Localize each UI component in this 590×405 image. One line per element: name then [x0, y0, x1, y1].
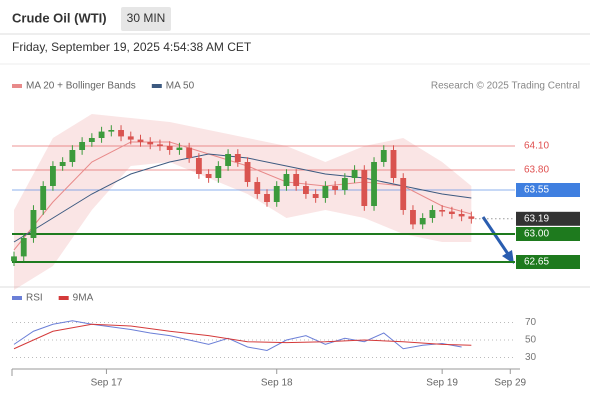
level-box — [516, 211, 580, 226]
legend-swatch — [58, 296, 69, 300]
timeframe: 30 MIN — [127, 11, 166, 25]
candle-body — [176, 147, 183, 150]
candle-body — [40, 186, 47, 210]
level-label: 63.55 — [524, 185, 549, 196]
candle-body — [390, 150, 397, 178]
candle-body — [147, 142, 154, 145]
line — [13, 323, 472, 350]
candle-body — [468, 216, 475, 219]
candle-body — [215, 166, 222, 178]
arrow — [481, 216, 510, 255]
timeframe-box — [121, 7, 171, 31]
candle-body — [79, 142, 86, 150]
title: Crude Oil (WTI) — [12, 10, 107, 25]
legend-label: MA 20 + Bollinger Bands — [26, 81, 136, 92]
candle-body — [20, 238, 27, 257]
candle-body — [341, 178, 348, 190]
candle-body — [244, 162, 251, 182]
candle-body — [273, 186, 280, 202]
candle-body — [264, 194, 270, 202]
level-label: 62.65 — [524, 257, 549, 268]
level-label: 63.19 — [524, 213, 549, 224]
candle-body — [98, 131, 105, 138]
legend-swatch — [12, 84, 22, 88]
candle-body — [429, 210, 436, 218]
candle-body — [205, 174, 212, 178]
candle-body — [332, 186, 339, 190]
arrow-head — [502, 250, 514, 264]
y-tick-label: 50 — [525, 335, 537, 346]
candle-body — [400, 178, 407, 210]
candle-body — [371, 162, 377, 206]
legend-label: RSI — [26, 293, 43, 304]
line — [13, 320, 462, 352]
candle-body — [312, 194, 319, 198]
level-box — [516, 227, 580, 241]
candle-body — [410, 210, 416, 225]
level-box — [516, 255, 580, 269]
candle-body — [293, 174, 300, 186]
level-label: 63.80 — [524, 165, 549, 176]
candle-body — [439, 210, 446, 212]
candle-body — [322, 186, 329, 198]
x-tick-label: Sep 18 — [261, 378, 293, 389]
candle-body — [380, 150, 387, 162]
candle-body — [11, 256, 17, 262]
legend-label: MA 50 — [166, 81, 195, 92]
candle-body — [108, 130, 115, 132]
legend-swatch — [151, 84, 162, 88]
candle-body — [50, 166, 56, 186]
x-tick-label: Sep 19 — [426, 378, 458, 389]
date: Friday, September 19, 2025 4:54:38 AM CE… — [12, 40, 252, 54]
candle-body — [69, 150, 76, 162]
candle-body — [30, 210, 37, 238]
x-tick-label: Sep 29 — [494, 378, 526, 389]
candle-body — [195, 158, 202, 174]
level-label: 63.00 — [524, 229, 549, 240]
credit: Research © 2025 Trading Central — [431, 81, 580, 92]
candle-body — [157, 144, 163, 146]
candle-body — [254, 182, 261, 194]
level-box — [516, 183, 580, 197]
candle-body — [59, 162, 66, 166]
candle-body — [225, 154, 231, 166]
candle-body — [351, 170, 358, 178]
candle-body — [137, 139, 144, 142]
candle-body — [419, 218, 426, 225]
legend-label: 9MA — [73, 293, 94, 304]
candle-body — [303, 186, 309, 194]
candle-body — [234, 154, 241, 162]
level-label: 64.10 — [524, 141, 549, 152]
candle-body — [127, 136, 134, 140]
candle-body — [448, 211, 455, 214]
candle-body — [361, 170, 368, 206]
y-tick-label: 30 — [525, 352, 537, 363]
candle-body — [118, 130, 124, 137]
candle-body — [283, 174, 290, 186]
candle-body — [166, 146, 173, 150]
y-tick-label: 70 — [525, 317, 537, 328]
candle-body — [458, 214, 465, 217]
candle-body — [88, 138, 95, 142]
bollinger-band — [14, 114, 472, 290]
legend-swatch — [12, 296, 22, 300]
candle-body — [186, 147, 193, 158]
x-tick-label: Sep 17 — [91, 378, 123, 389]
